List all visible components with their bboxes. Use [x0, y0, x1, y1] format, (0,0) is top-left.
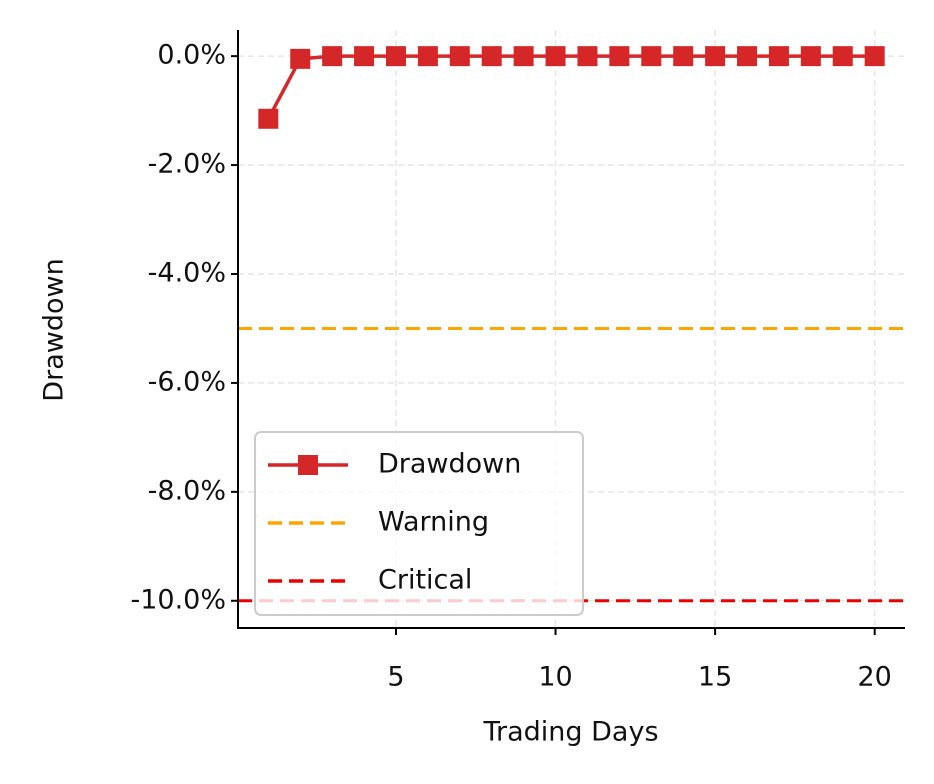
- y-tick-label: -8.0%: [148, 475, 226, 506]
- legend-label: Drawdown: [378, 449, 521, 480]
- data-marker: [705, 46, 726, 67]
- y-tick-label: -4.0%: [148, 257, 226, 288]
- x-tick-label: 10: [538, 662, 572, 693]
- data-marker: [832, 46, 853, 67]
- x-tick-label: 5: [387, 662, 404, 693]
- data-marker: [385, 46, 406, 67]
- data-marker: [768, 46, 789, 67]
- legend-label: Warning: [378, 507, 489, 538]
- data-marker: [417, 46, 438, 67]
- data-marker: [737, 46, 758, 67]
- data-marker: [800, 46, 821, 67]
- data-marker: [322, 46, 343, 67]
- data-marker: [864, 46, 885, 67]
- data-marker: [513, 46, 534, 67]
- y-axis-label: Drawdown: [39, 258, 70, 401]
- data-marker: [641, 46, 662, 67]
- legend-label: Critical: [378, 565, 472, 596]
- data-marker: [545, 46, 566, 67]
- legend-marker: [298, 455, 318, 475]
- data-marker: [449, 46, 470, 67]
- y-tick-label: -6.0%: [148, 366, 226, 397]
- data-marker: [354, 46, 375, 67]
- legend-box: [254, 431, 584, 616]
- x-tick-label: 20: [858, 662, 892, 693]
- data-marker: [258, 108, 279, 129]
- data-marker: [609, 46, 630, 67]
- data-marker: [673, 46, 694, 67]
- y-tick-label: 0.0%: [157, 40, 226, 71]
- data-marker: [577, 46, 598, 67]
- data-marker: [290, 48, 311, 69]
- y-tick-label: -2.0%: [148, 149, 226, 180]
- y-tick-label: -10.0%: [130, 584, 226, 615]
- x-axis-label: Trading Days: [482, 717, 658, 748]
- x-tick-label: 15: [698, 662, 732, 693]
- data-marker: [481, 46, 502, 67]
